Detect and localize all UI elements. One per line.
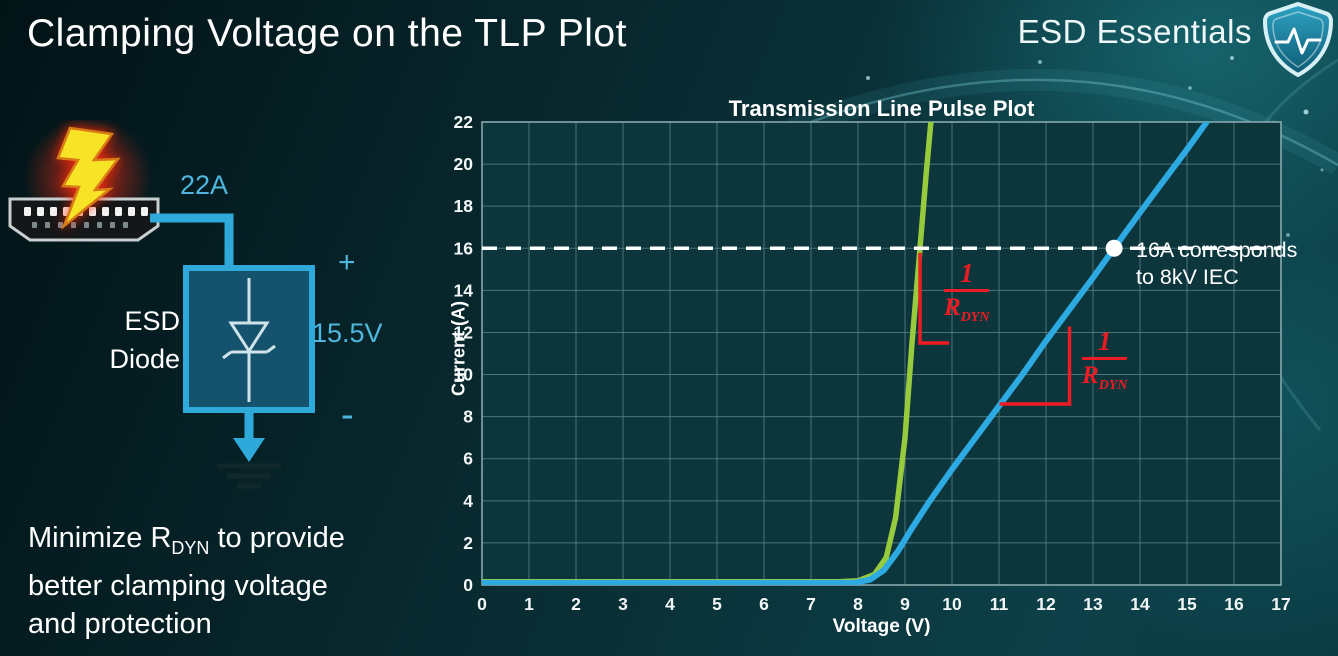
ground-arrow <box>233 410 265 462</box>
svg-text:15: 15 <box>1177 594 1197 614</box>
svg-text:5: 5 <box>712 594 722 614</box>
fraction-denominator-sub: DYN <box>1098 378 1128 393</box>
svg-text:6: 6 <box>463 449 473 469</box>
svg-text:10: 10 <box>942 594 962 614</box>
svg-text:2: 2 <box>463 533 473 553</box>
footnote-rdyn-subscript: DYN <box>171 537 210 558</box>
svg-text:4: 4 <box>463 491 473 511</box>
y-axis-label: Current (A) <box>448 301 469 396</box>
fraction-denominator-r: R <box>944 294 961 321</box>
svg-text:14: 14 <box>454 280 474 300</box>
fraction-denominator: RDYN <box>944 292 989 333</box>
surge-current-label: 22A <box>180 170 229 200</box>
svg-text:22: 22 <box>454 112 474 132</box>
svg-text:8: 8 <box>463 407 473 427</box>
svg-text:10: 10 <box>454 365 474 385</box>
wire <box>150 213 234 272</box>
chart-title: Transmission Line Pulse Plot <box>728 96 1035 121</box>
svg-text:12: 12 <box>1036 594 1056 614</box>
threshold-annotation-line2: to 8kV IEC <box>1136 265 1239 289</box>
svg-text:20: 20 <box>454 154 474 174</box>
ground-symbol <box>217 463 281 489</box>
svg-text:0: 0 <box>477 594 487 614</box>
esd-diode-label-line2: Diode <box>109 344 180 374</box>
brand-title: ESD Essentials <box>1017 13 1252 50</box>
clamp-voltage-label: 15.5V <box>312 318 383 348</box>
threshold-annotation: 16A corresponds to 8kV IEC <box>1136 237 1297 291</box>
footnote-lead: Minimize R <box>28 522 172 554</box>
footnote-tail: to provide <box>209 522 345 554</box>
svg-text:8: 8 <box>853 594 863 614</box>
footnote-line-3: and protection <box>28 607 212 640</box>
svg-text:9: 9 <box>900 594 910 614</box>
lightning-bolt-icon <box>56 126 121 230</box>
svg-text:14: 14 <box>1130 594 1150 614</box>
footnote-line-2: better clamping voltage <box>28 569 328 602</box>
footnote: Minimize RDYN to provide better clamping… <box>28 519 345 643</box>
fraction-denominator: RDYN <box>1082 360 1127 401</box>
page-title: Clamping Voltage on the TLP Plot <box>27 12 627 55</box>
svg-text:16: 16 <box>1224 594 1244 614</box>
fraction-numerator: 1 <box>944 258 990 292</box>
svg-text:2: 2 <box>571 594 581 614</box>
shield-logo-icon <box>1262 1 1334 78</box>
svg-text:12: 12 <box>454 322 474 342</box>
svg-text:0: 0 <box>463 575 473 595</box>
svg-text:18: 18 <box>454 196 474 216</box>
svg-text:1: 1 <box>524 594 534 614</box>
minus-polarity-label: - <box>341 394 354 436</box>
esd-circuit-diagram <box>8 120 315 489</box>
x-axis-label: Voltage (V) <box>832 616 931 637</box>
fraction-denominator-r: R <box>1082 362 1099 389</box>
esd-diode-label-line1: ESD <box>124 306 180 336</box>
zener-diode-symbol <box>222 278 276 402</box>
svg-text:7: 7 <box>806 594 816 614</box>
footnote-line-1: Minimize RDYN to provide <box>28 519 345 567</box>
tlp-plot: 0 1 2 3 4 5 6 7 8 9 10 11 12 13 14 15 16 1702468101214161… <box>454 112 1291 614</box>
svg-text:6: 6 <box>759 594 769 614</box>
plus-polarity-label: + <box>338 246 356 279</box>
svg-text:4: 4 <box>665 594 675 614</box>
rdyn-fraction-blue: 1 RDYN <box>1082 326 1128 401</box>
threshold-annotation-line1: 16A corresponds <box>1136 238 1298 262</box>
fraction-denominator-sub: DYN <box>960 310 990 325</box>
rdyn-fraction-green: 1 RDYN <box>944 258 990 333</box>
svg-text:3: 3 <box>618 594 628 614</box>
svg-text:13: 13 <box>1083 594 1103 614</box>
fraction-numerator: 1 <box>1082 326 1128 360</box>
esd-diode-label: ESD Diode <box>60 302 180 378</box>
svg-text:16: 16 <box>454 238 474 258</box>
svg-text:11: 11 <box>990 594 1009 614</box>
svg-text:17: 17 <box>1271 594 1290 614</box>
